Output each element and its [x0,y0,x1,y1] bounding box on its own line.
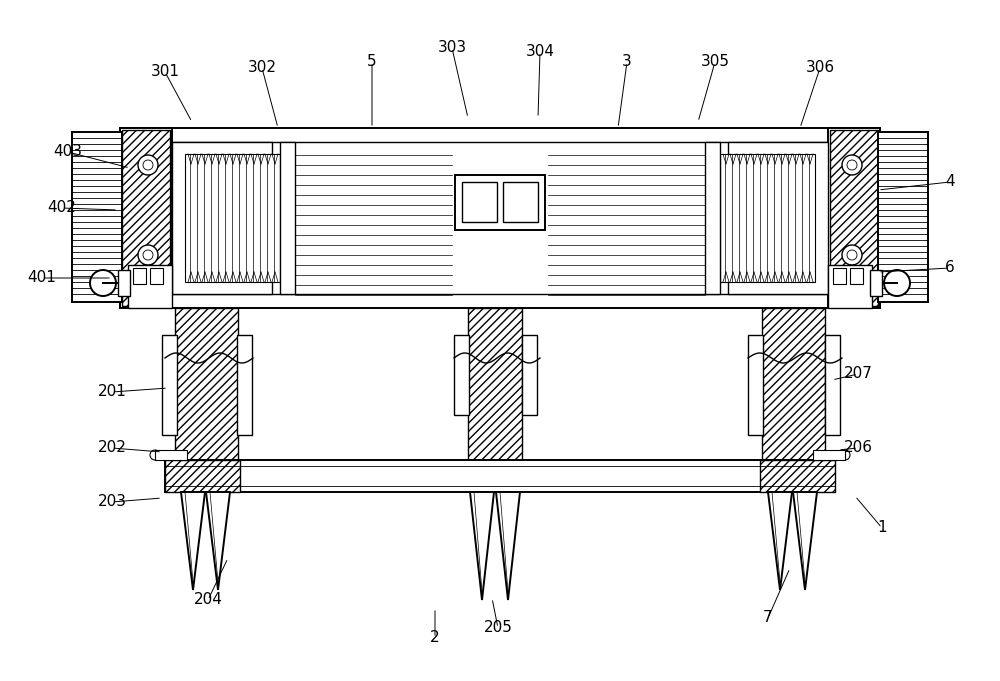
Polygon shape [206,492,230,590]
Bar [705,142,720,294]
Polygon shape [496,492,520,600]
Bar [503,182,538,222]
Bar [748,335,763,435]
Bar [833,268,846,284]
Bar [468,308,522,478]
Text: 401: 401 [28,270,56,285]
Bar [172,142,272,294]
Text: 4: 4 [945,174,955,189]
Circle shape [90,270,116,296]
Circle shape [143,250,153,260]
Circle shape [847,160,857,170]
Bar [155,450,187,460]
Circle shape [842,155,862,175]
Text: 1: 1 [877,520,887,535]
Circle shape [143,160,153,170]
Polygon shape [793,492,817,590]
Text: 206: 206 [844,441,872,456]
Text: 202: 202 [98,441,126,456]
Bar [118,270,130,296]
Bar [128,265,172,308]
Text: 201: 201 [98,385,126,400]
Text: 305: 305 [700,54,730,69]
Bar [825,335,840,435]
Text: 302: 302 [248,61,276,76]
Text: 2: 2 [430,631,440,646]
Bar [720,154,815,282]
Bar [72,132,122,302]
Polygon shape [181,492,205,590]
Text: 7: 7 [763,610,773,626]
Bar [120,128,172,308]
Bar [280,142,295,294]
Bar [760,460,835,492]
Bar [165,460,835,492]
Text: 204: 204 [194,592,222,607]
Text: 3: 3 [622,54,632,69]
Bar [830,130,878,306]
Bar [165,460,240,492]
Circle shape [884,270,910,296]
Text: 303: 303 [437,40,467,55]
Circle shape [842,245,862,265]
Circle shape [847,250,857,260]
Bar [162,335,177,435]
Text: 207: 207 [844,366,872,381]
Bar [133,268,146,284]
Bar [175,308,238,478]
Bar [878,132,928,302]
Text: 403: 403 [54,144,82,159]
Bar [462,182,497,222]
Bar [828,265,872,308]
Text: 301: 301 [150,65,180,80]
Circle shape [138,155,158,175]
Text: 203: 203 [98,494,126,509]
Text: 304: 304 [526,44,554,59]
Bar [454,335,469,415]
Text: 306: 306 [805,61,835,76]
Text: 6: 6 [945,261,955,276]
Bar [122,130,170,306]
Circle shape [840,450,850,460]
Bar [762,308,825,478]
Bar [728,142,828,294]
Circle shape [138,245,158,265]
Text: 5: 5 [367,54,377,69]
Bar [850,268,863,284]
Polygon shape [768,492,792,590]
Bar [185,154,280,282]
Bar [870,270,882,296]
Bar [120,128,880,308]
Text: 205: 205 [484,620,512,635]
Bar [237,335,252,435]
Text: 402: 402 [48,200,76,215]
Bar [522,335,537,415]
Bar [813,450,845,460]
Circle shape [150,450,160,460]
Bar [455,175,545,230]
Bar [150,268,163,284]
Bar [828,128,880,308]
Polygon shape [470,492,494,600]
